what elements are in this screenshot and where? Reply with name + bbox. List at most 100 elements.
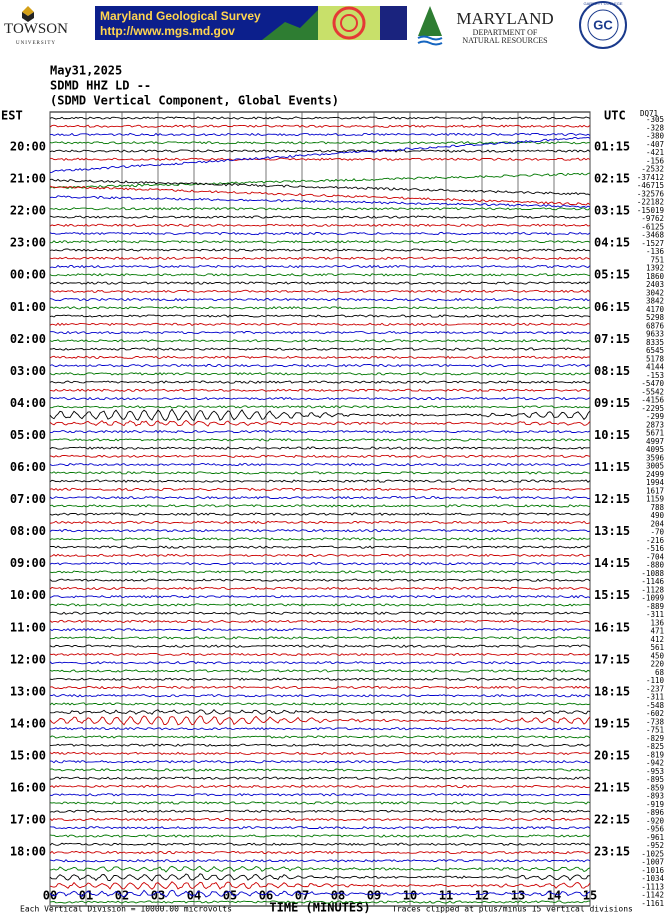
trace-offset: -1007 [641, 858, 664, 867]
utc-label: 10:15 [594, 428, 630, 442]
trace-offset: 6545 [646, 346, 664, 355]
trace-offset: -237 [646, 684, 664, 693]
x-tick-label: 00 [43, 889, 57, 903]
trace [49, 512, 591, 516]
trace-offset: 3842 [646, 297, 664, 306]
trace-offset: 3596 [646, 453, 665, 462]
trace-offset: -22182 [637, 198, 664, 207]
trace-offset: -2532 [641, 165, 664, 174]
trace [49, 850, 591, 855]
station: SDMD HHZ LD -- [50, 79, 151, 93]
trace [49, 702, 591, 706]
utc-label: 20:15 [594, 748, 630, 762]
trace-offset: -1113 [641, 882, 664, 891]
trace [49, 669, 591, 673]
trace-offset: -880 [646, 561, 665, 570]
towson-name: TOWSON [4, 21, 68, 37]
x-tick-label: 07 [295, 889, 309, 903]
utc-label: 21:15 [594, 781, 630, 795]
trace [49, 652, 591, 657]
trace [49, 644, 591, 648]
trace [49, 495, 591, 500]
trace [49, 801, 591, 805]
trace [49, 132, 591, 137]
trace [49, 462, 591, 467]
trace-offset: -380 [646, 132, 665, 141]
trace [49, 900, 591, 904]
dnr-sub1: DEPARTMENT OF [473, 28, 538, 37]
trace-offset: -1025 [641, 849, 664, 858]
trace-offset: -896 [646, 808, 665, 817]
est-label: 02:00 [10, 332, 46, 346]
trace [49, 660, 591, 665]
trace [49, 553, 591, 558]
trace-offset: 4997 [646, 437, 664, 446]
trace [49, 124, 591, 128]
trace-offset: -305 [646, 115, 664, 124]
trace-offset: 490 [650, 511, 664, 520]
trace [49, 603, 591, 607]
trace-offset: 204 [650, 519, 664, 528]
trace [49, 178, 591, 196]
trace [49, 141, 591, 145]
trace [49, 561, 591, 566]
x-tick-label: 03 [151, 889, 165, 903]
trace [49, 408, 591, 422]
est-label: 10:00 [10, 588, 46, 602]
trace [49, 594, 591, 599]
trace-offset: 5178 [646, 354, 665, 363]
est-label: 08:00 [10, 524, 46, 538]
est-label: 14:00 [10, 716, 46, 730]
trace-offset: -15019 [637, 206, 664, 215]
utc-label: 09:15 [594, 396, 630, 410]
trace-offset: -893 [646, 792, 664, 801]
trace-offset: 9633 [646, 330, 664, 339]
utc-label: 23:15 [594, 845, 630, 859]
utc-label: 12:15 [594, 492, 630, 506]
utc-label: 04:15 [594, 236, 630, 250]
trace [49, 297, 591, 302]
trace [49, 751, 591, 756]
trace [49, 388, 591, 392]
utc-label: 06:15 [594, 300, 630, 314]
trace [49, 471, 591, 475]
trace-offset: -311 [646, 610, 664, 619]
mgs-banner[interactable]: Maryland Geological Survey http://www.mg… [95, 6, 407, 40]
trace-offset: -32576 [637, 189, 665, 198]
trace-offset: -1527 [641, 239, 664, 248]
trace [49, 834, 591, 838]
trace-offset: 6876 [646, 321, 665, 330]
est-label: 18:00 [10, 845, 46, 859]
trace-offset: -942 [646, 759, 664, 768]
trace-offset: -704 [646, 552, 665, 561]
trace [49, 570, 591, 574]
x-tick-label: 11 [439, 889, 453, 903]
dnr-logo: MARYLAND DEPARTMENT OF NATURAL RESOURCES [417, 6, 554, 46]
trace-offset: 4095 [646, 445, 664, 454]
utc-label: 02:15 [594, 172, 630, 186]
trace-offset: -110 [646, 676, 665, 685]
trace-offset: 471 [650, 627, 664, 636]
mgs-url[interactable]: http://www.mgs.md.gov [100, 24, 235, 38]
trace-offset: 1392 [646, 264, 664, 273]
trace-offset: 68 [655, 668, 665, 677]
x-tick-label: 14 [547, 889, 561, 903]
trace-offset: -9762 [641, 214, 664, 223]
trace [49, 809, 591, 813]
trace [49, 195, 591, 209]
trace-offset: -953 [646, 767, 664, 776]
trace-offset: -961 [646, 833, 664, 842]
trace-offset: -1088 [641, 569, 664, 578]
trace [49, 339, 591, 343]
est-label: 11:00 [10, 620, 46, 634]
x-tick-label: 08 [331, 889, 345, 903]
trace [49, 172, 591, 189]
trace-offset: 1159 [646, 495, 664, 504]
x-tick-label: 15 [583, 889, 597, 903]
trace-offset: 4144 [646, 363, 665, 372]
trace [49, 157, 591, 162]
trace-offset: -299 [646, 412, 664, 421]
trace-offset: -136 [646, 247, 665, 256]
trace [49, 215, 591, 219]
